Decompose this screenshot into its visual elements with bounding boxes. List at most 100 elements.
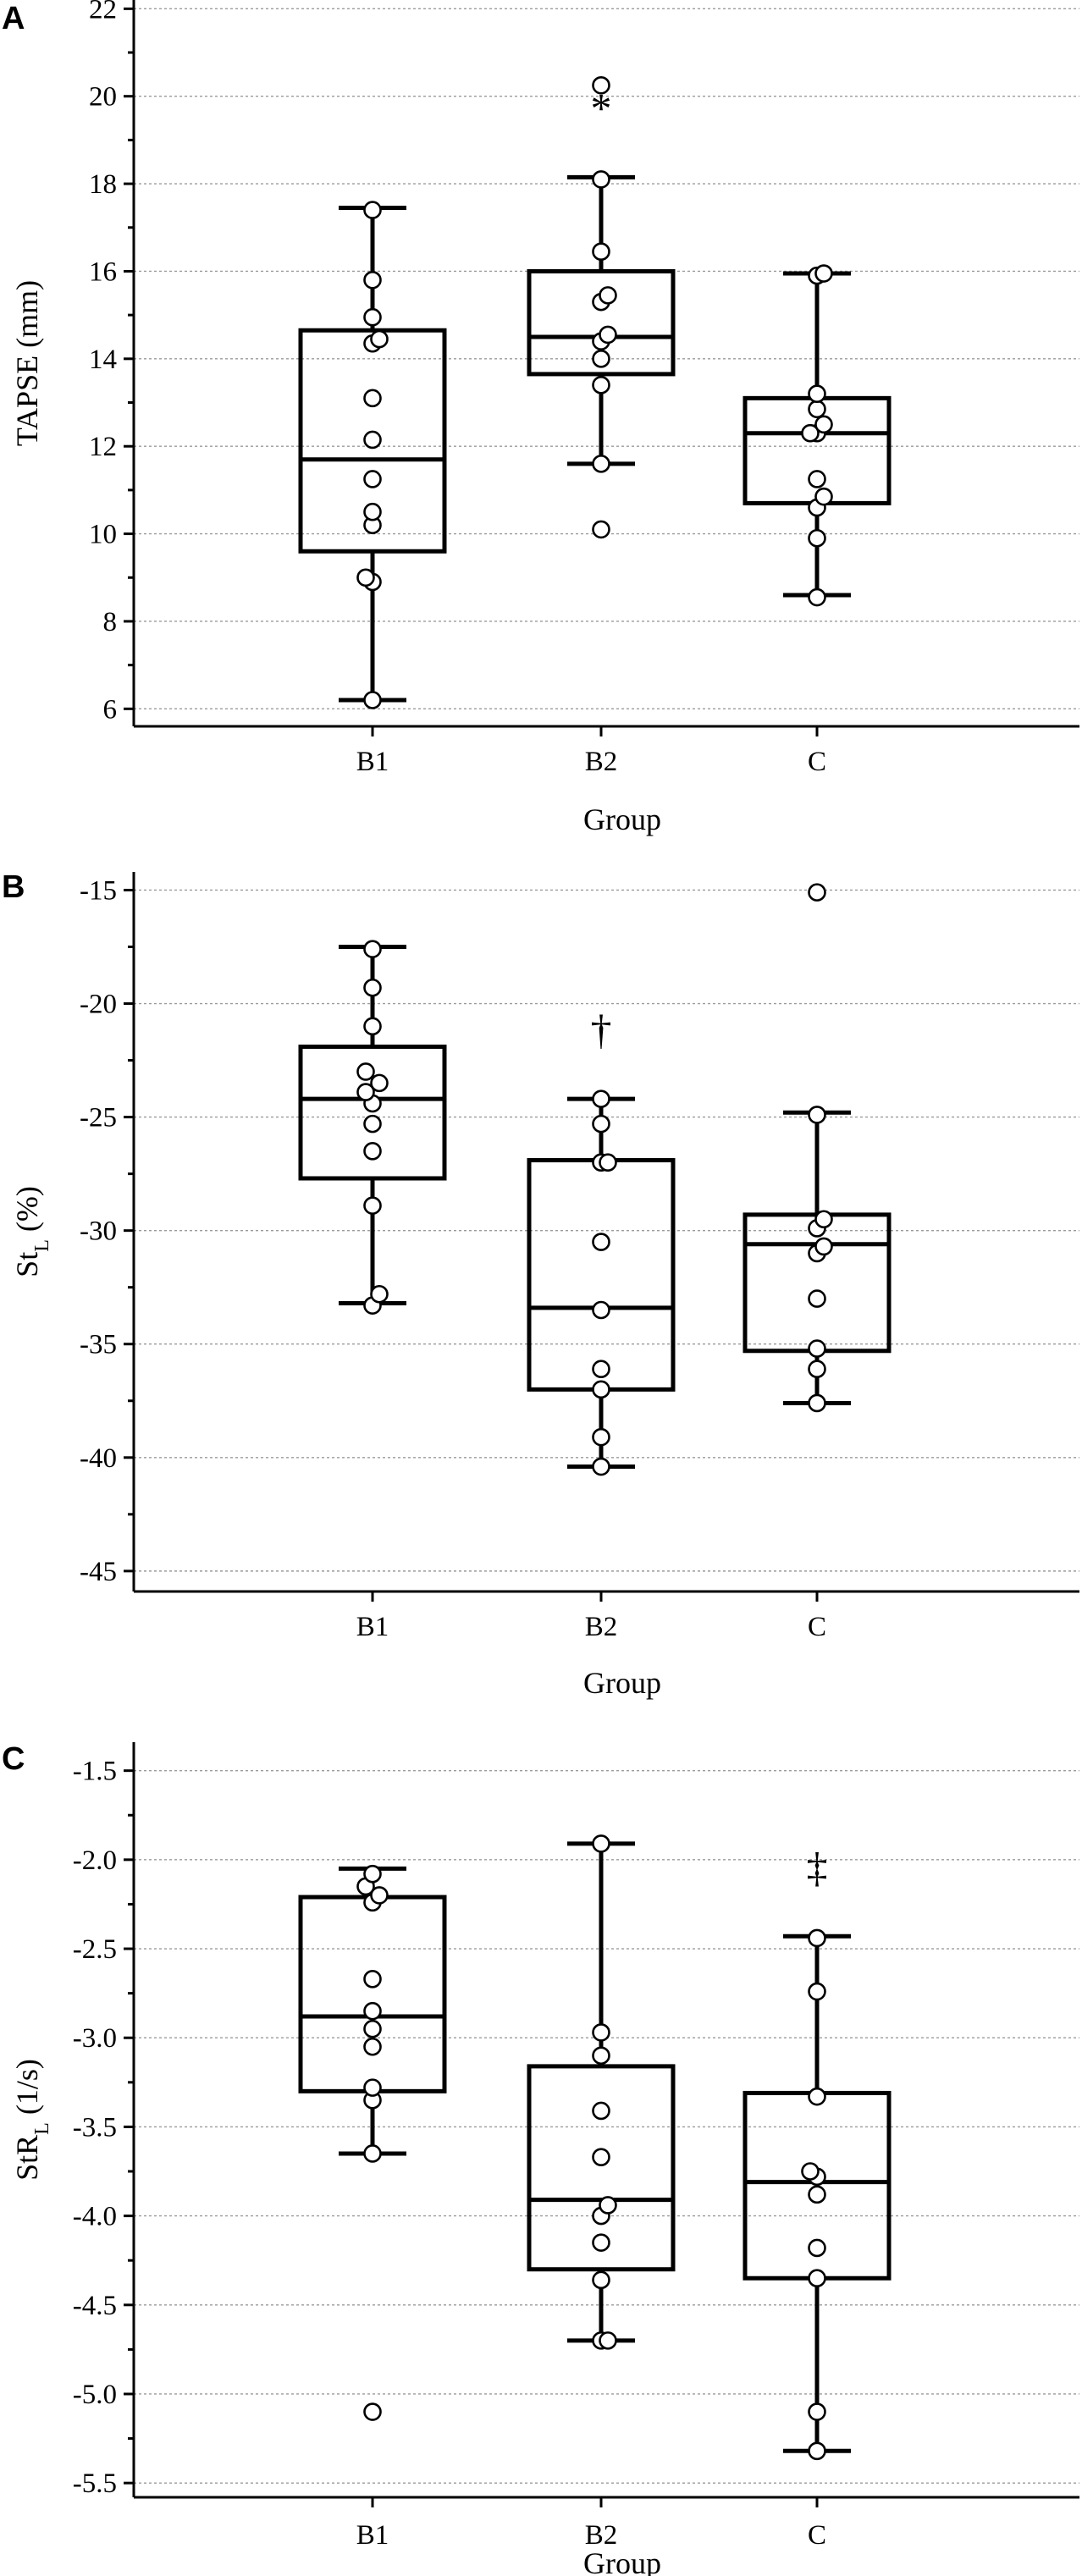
data-point: [592, 170, 610, 189]
iqr-box: [527, 268, 676, 377]
y-tick-label: -40: [80, 1443, 117, 1474]
y-tick-label: -2.0: [73, 1845, 117, 1876]
y-axis-title-main: StR: [10, 2135, 44, 2181]
data-point: [370, 1073, 389, 1093]
data-point: [599, 2331, 617, 2350]
iqr-box: [527, 1158, 676, 1392]
box-c: [742, 883, 892, 1413]
data-point: [592, 455, 610, 473]
y-tick-label: -2.5: [73, 1934, 117, 1965]
x-tick-label: C: [808, 1612, 826, 1642]
iqr-box: [527, 2064, 676, 2272]
data-point: [808, 1289, 826, 1308]
box-c: ‡: [742, 1843, 892, 2461]
y-tick-label: -35: [80, 1330, 117, 1360]
data-point: [363, 1196, 382, 1215]
data-point: [599, 2196, 617, 2215]
y-tick-label: 16: [89, 256, 117, 287]
box-b1: [298, 940, 447, 1315]
data-point: [363, 307, 382, 327]
data-point: [808, 1393, 826, 1413]
y-tick-label: -1.5: [73, 1757, 117, 1787]
y-tick-label: -45: [80, 1557, 117, 1587]
y-tick-label: 18: [89, 169, 117, 200]
data-point: [363, 691, 382, 709]
panel-a: 6 8 10 12 14 16 18 20 22 B1 B2 C Group TAPSE (mm) A *: [2, 0, 1079, 836]
y-tick-label: -25: [80, 1103, 117, 1134]
x-tick-label: B1: [356, 1612, 389, 1642]
x-tick-label: B1: [356, 2520, 389, 2551]
significance-marker: †: [591, 1006, 612, 1053]
box-b2: *: [527, 75, 676, 539]
iqr-box: [298, 1044, 447, 1181]
y-axis-title-subscript: L: [31, 2122, 53, 2135]
y-tick-label: -5.5: [73, 2468, 117, 2499]
data-point: [814, 1237, 833, 1256]
data-point: [363, 1970, 382, 1989]
data-point: [592, 1457, 610, 1476]
data-point: [808, 2238, 826, 2258]
data-point: [363, 502, 382, 521]
data-point: [808, 2441, 826, 2461]
data-point: [592, 2046, 610, 2066]
data-point: [592, 2023, 610, 2042]
data-point: [363, 940, 382, 958]
data-point: [363, 430, 382, 450]
y-axis-title-main: St: [10, 1252, 44, 1277]
data-point: [363, 2078, 382, 2097]
data-point: [592, 1300, 610, 1320]
x-tick-label: B1: [356, 747, 389, 777]
y-tick-label: 22: [89, 0, 117, 25]
y-tick-label: -3.0: [73, 2023, 117, 2054]
data-point: [808, 587, 826, 607]
panel-c: -5.5 -5.0 -4.5 -4.0 -3.5 -3.0 -2.5 -2.0 -1.5 B1 B2…: [2, 1741, 1079, 2576]
data-point: [356, 1062, 375, 1081]
y-axis-title-unit: (%): [10, 1186, 44, 1239]
data-point: [808, 2402, 826, 2421]
y-tick-label: 20: [89, 82, 117, 113]
data-point: [363, 2001, 382, 2021]
data-point: [363, 978, 382, 997]
data-point: [801, 423, 820, 443]
y-tick-label: -20: [80, 990, 117, 1020]
x-tick-label: B2: [585, 1612, 618, 1642]
y-axis-title-unit: (1/s): [10, 2059, 44, 2122]
y-tick-label: -5.0: [73, 2380, 117, 2410]
iqr-box: [298, 1895, 447, 2093]
data-point: [808, 2269, 826, 2288]
data-point: [363, 201, 382, 219]
data-point: [592, 376, 610, 394]
data-point: [592, 1427, 610, 1447]
data-point: [808, 1339, 826, 1358]
data-point: [370, 1886, 389, 1905]
data-point: [592, 1089, 610, 1108]
data-point: [592, 1114, 610, 1134]
data-point: [592, 1834, 610, 1853]
box-b2: †: [527, 1006, 676, 1476]
data-point: [808, 384, 826, 403]
data-point: [363, 1114, 382, 1134]
data-point: [592, 2148, 610, 2166]
x-axis-title: Group: [583, 803, 661, 836]
significance-marker: ‡: [807, 1843, 828, 1890]
data-point: [814, 264, 833, 283]
x-tick-label: C: [808, 2520, 826, 2551]
data-point: [808, 2185, 826, 2204]
data-point: [814, 415, 833, 434]
data-point: [356, 568, 375, 587]
data-point: [363, 1017, 382, 1036]
data-point: [592, 2270, 610, 2290]
data-point: [808, 2087, 826, 2106]
y-tick-label: -4.0: [73, 2202, 117, 2232]
data-point: [363, 2144, 382, 2163]
x-tick-label: B2: [585, 747, 618, 777]
y-axis-title-main: TAPSE (mm): [10, 280, 44, 446]
data-point: [370, 329, 389, 349]
data-point: [370, 1284, 389, 1304]
data-point: [808, 470, 826, 488]
x-tick-label: C: [808, 747, 826, 777]
data-point: [363, 389, 382, 408]
data-point: [599, 1153, 617, 1172]
significance-marker: *: [591, 84, 612, 131]
